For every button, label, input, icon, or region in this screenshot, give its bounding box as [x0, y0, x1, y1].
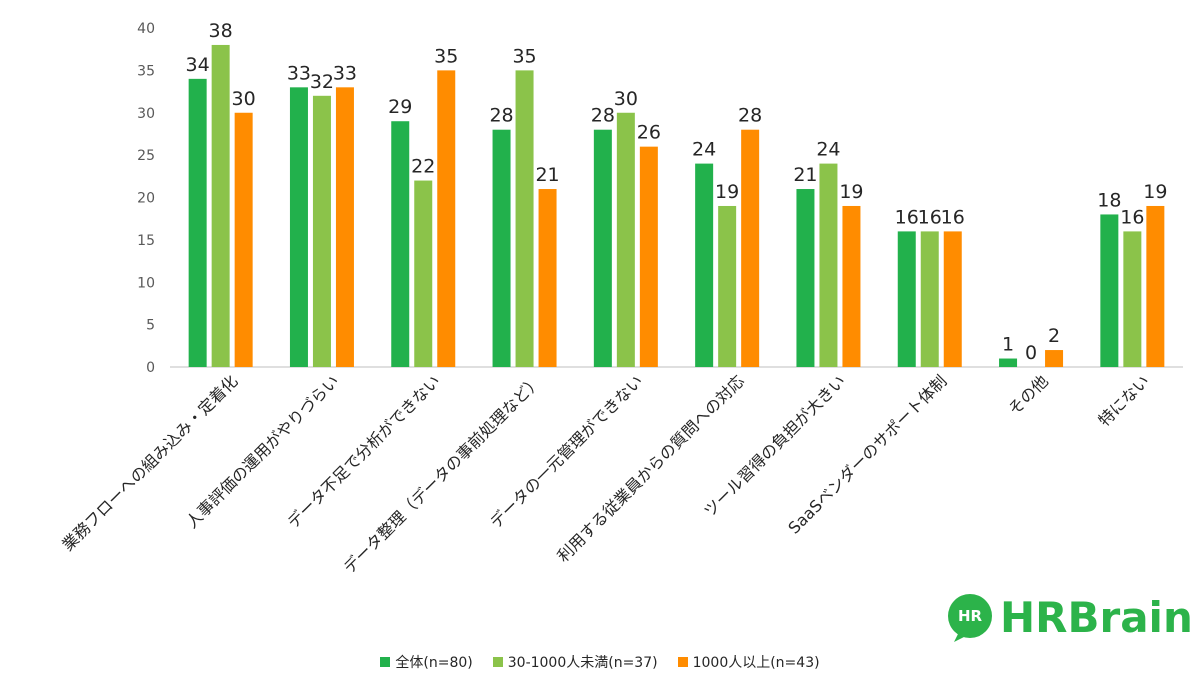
data-label: 1: [1002, 334, 1014, 356]
y-tick-label: 10: [137, 275, 155, 291]
data-label: 16: [918, 206, 942, 228]
legend-item: 1000人以上(n=43): [677, 652, 820, 672]
legend-item: 30-1000人未満(n=37): [492, 652, 658, 672]
bar: [1100, 214, 1119, 367]
data-label: 21: [793, 164, 817, 186]
bar: [943, 231, 962, 367]
category-labels: 業務フローへの組み込み・定着化人事評価の運用がやりづらいデータ不足で分析ができな…: [58, 371, 1153, 577]
data-label: 16: [941, 206, 965, 228]
data-label: 28: [489, 105, 513, 127]
data-label: 35: [434, 45, 458, 67]
bar: [211, 44, 230, 367]
logo-badge-text: HR: [958, 607, 983, 625]
data-label: 24: [816, 139, 840, 161]
legend: 全体(n=80) 30-1000人未満(n=37) 1000人以上(n=43): [0, 652, 1200, 672]
data-labels: 3438303332332922352835212830262419282124…: [186, 20, 1168, 364]
data-label: 28: [738, 105, 762, 127]
y-tick-label: 30: [137, 106, 155, 122]
bar: [538, 189, 557, 367]
bar: [718, 205, 737, 367]
legend-swatch: [677, 657, 688, 667]
bar: [999, 358, 1018, 367]
data-label: 18: [1097, 189, 1121, 211]
data-label: 0: [1025, 342, 1037, 364]
data-label: 26: [637, 122, 661, 144]
bar: [920, 231, 939, 367]
data-label: 29: [388, 96, 412, 118]
bar: [616, 112, 635, 367]
bar: [796, 189, 815, 367]
y-tick-label: 40: [137, 21, 155, 37]
category-label: SaaSベンダーのサポート体制: [784, 371, 950, 537]
legend-label: 全体(n=80): [395, 655, 473, 671]
bar: [335, 87, 354, 367]
data-label: 35: [512, 45, 536, 67]
bar: [437, 70, 456, 367]
legend-label: 30-1000人未満(n=37): [507, 655, 658, 671]
data-label: 34: [186, 54, 210, 76]
bar: [312, 95, 331, 368]
data-label: 38: [209, 20, 233, 42]
y-tick-label: 35: [137, 63, 155, 79]
bar: [1123, 231, 1142, 367]
bar: [741, 129, 760, 367]
bar: [492, 129, 511, 367]
bar: [234, 112, 253, 367]
y-tick-label: 20: [137, 191, 155, 207]
legend-swatch: [380, 657, 391, 667]
bar: [188, 78, 207, 367]
data-label: 30: [232, 88, 256, 110]
bar: [593, 129, 612, 367]
bar: [1146, 205, 1165, 367]
y-tick-label: 15: [137, 233, 155, 249]
bars: [188, 44, 1165, 368]
data-label: 16: [1120, 206, 1144, 228]
data-label: 24: [692, 139, 716, 161]
data-label: 28: [591, 105, 615, 127]
data-label: 19: [1143, 181, 1167, 203]
logo-wordmark: HRBrain: [1000, 593, 1190, 642]
data-label: 2: [1048, 325, 1060, 347]
y-tick-label: 0: [146, 360, 155, 376]
hrbrain-logo: HR HRBrain: [948, 593, 1190, 642]
data-label: 19: [715, 181, 739, 203]
y-tick-label: 5: [146, 318, 155, 334]
data-label: 30: [614, 88, 638, 110]
bar: [639, 146, 658, 367]
data-label: 33: [333, 62, 357, 84]
data-label: 21: [535, 164, 559, 186]
data-label: 22: [411, 156, 435, 178]
bar: [842, 205, 861, 367]
category-label: 利用する従業員からの質問への対応: [554, 371, 748, 565]
data-label: 19: [839, 181, 863, 203]
bar: [695, 163, 714, 367]
bar: [819, 163, 838, 367]
data-label: 33: [287, 62, 311, 84]
logo-badge-icon: [948, 594, 992, 638]
bar: [515, 70, 534, 367]
category-label: データ整理（データの事前処理など）: [340, 371, 546, 577]
data-label: 32: [310, 71, 334, 93]
y-tick-label: 25: [137, 148, 155, 164]
bar: [391, 121, 410, 367]
category-label: 業務フローへの組み込み・定着化: [58, 371, 241, 554]
legend-label: 1000人以上(n=43): [692, 655, 820, 671]
category-label: 特にない: [1094, 371, 1153, 430]
data-label: 16: [895, 206, 919, 228]
category-label: その他: [1004, 371, 1051, 418]
legend-item: 全体(n=80): [380, 652, 473, 672]
bar: [1045, 350, 1064, 367]
bar: [897, 231, 916, 367]
bar: [289, 87, 308, 367]
legend-swatch: [492, 657, 503, 667]
bar: [414, 180, 433, 367]
